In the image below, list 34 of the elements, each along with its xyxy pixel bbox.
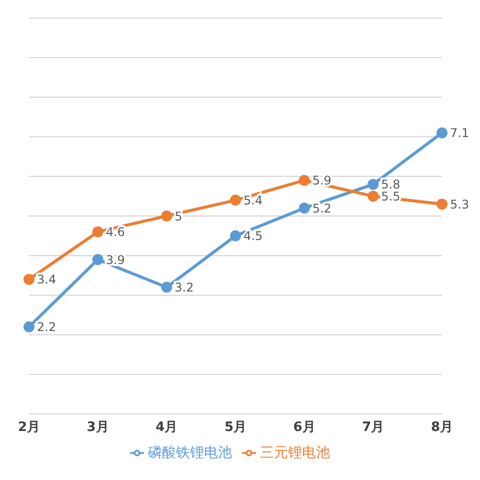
x-tick-label: 2月 (18, 420, 40, 436)
point (92, 254, 104, 266)
point (92, 226, 104, 238)
x-tick-label: 7月 (362, 420, 384, 436)
data-label: 2.2 (37, 320, 56, 334)
data-label: 5.8 (381, 178, 400, 192)
point (368, 190, 379, 202)
point (24, 274, 34, 285)
point (298, 174, 310, 186)
data-label: 5.4 (244, 193, 263, 208)
point (436, 127, 448, 138)
x-tick-label: 6月 (293, 420, 316, 436)
point (298, 202, 310, 214)
x-tick-label: 3月 (86, 420, 109, 436)
legend-label: 磷酸铁锂电池 (148, 445, 232, 461)
data-label: 4.6 (106, 225, 125, 240)
point (230, 194, 241, 206)
x-tick-label: 5月 (224, 420, 247, 436)
point (436, 198, 448, 210)
data-label: 3.4 (37, 272, 56, 287)
data-label: 4.5 (244, 229, 263, 244)
x-tick-label: 8月 (430, 420, 454, 436)
data-label: 3.9 (106, 252, 125, 267)
data-label: 3.2 (174, 280, 194, 295)
point (230, 230, 241, 242)
x-tick-label: 4月 (156, 420, 178, 436)
point (24, 321, 34, 332)
legend-label: 三元锂电池 (260, 445, 330, 461)
data-label: 5.2 (312, 201, 332, 216)
point (161, 282, 172, 293)
data-label: 5.3 (450, 197, 470, 212)
data-label: 7.1 (450, 126, 470, 140)
point (368, 178, 379, 190)
point (161, 210, 172, 222)
